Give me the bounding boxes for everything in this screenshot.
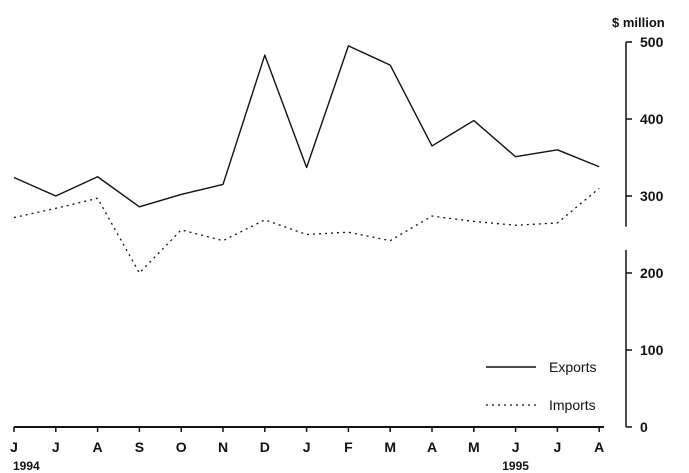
y-tick-label: 500 [640, 34, 664, 50]
x-tick-label: M [384, 439, 396, 455]
legend-exports-label: Exports [549, 359, 596, 375]
x-tick-label: J [303, 439, 311, 455]
y-axis: 0 100 200 300 400 500 [625, 34, 664, 435]
x-year-label: 1995 [502, 459, 529, 473]
y-tick-label: 100 [640, 342, 664, 358]
x-tick-label: N [218, 439, 228, 455]
x-tick-label: D [260, 439, 270, 455]
x-tick-label: J [512, 439, 520, 455]
legend-imports-label: Imports [549, 397, 596, 413]
y-unit-label: $ million [612, 15, 665, 30]
x-tick-label: A [93, 439, 103, 455]
x-tick-label: A [427, 439, 437, 455]
y-tick-label: 400 [640, 111, 664, 127]
y-tick-label: 0 [640, 419, 648, 435]
x-tick-label: S [135, 439, 144, 455]
x-tick-label: M [468, 439, 480, 455]
x-tick-label: J [10, 439, 18, 455]
series-line-exports [13, 45, 600, 208]
series-lines [13, 45, 600, 274]
x-tick-label: A [594, 439, 604, 455]
y-tick-label: 200 [640, 265, 664, 281]
x-tick-label: F [344, 439, 353, 455]
x-tick-label: J [554, 439, 562, 455]
x-labels: J J A S O N D J F M A M J J A 1994 1995 [10, 439, 604, 473]
x-year-label: 1994 [13, 459, 40, 473]
x-tick-label: J [52, 439, 60, 455]
y-tick-label: 300 [640, 188, 664, 204]
x-tick-label: O [176, 439, 187, 455]
legend: Exports Imports [486, 359, 596, 413]
x-ticks [13, 427, 600, 432]
series-line-imports [13, 187, 600, 274]
